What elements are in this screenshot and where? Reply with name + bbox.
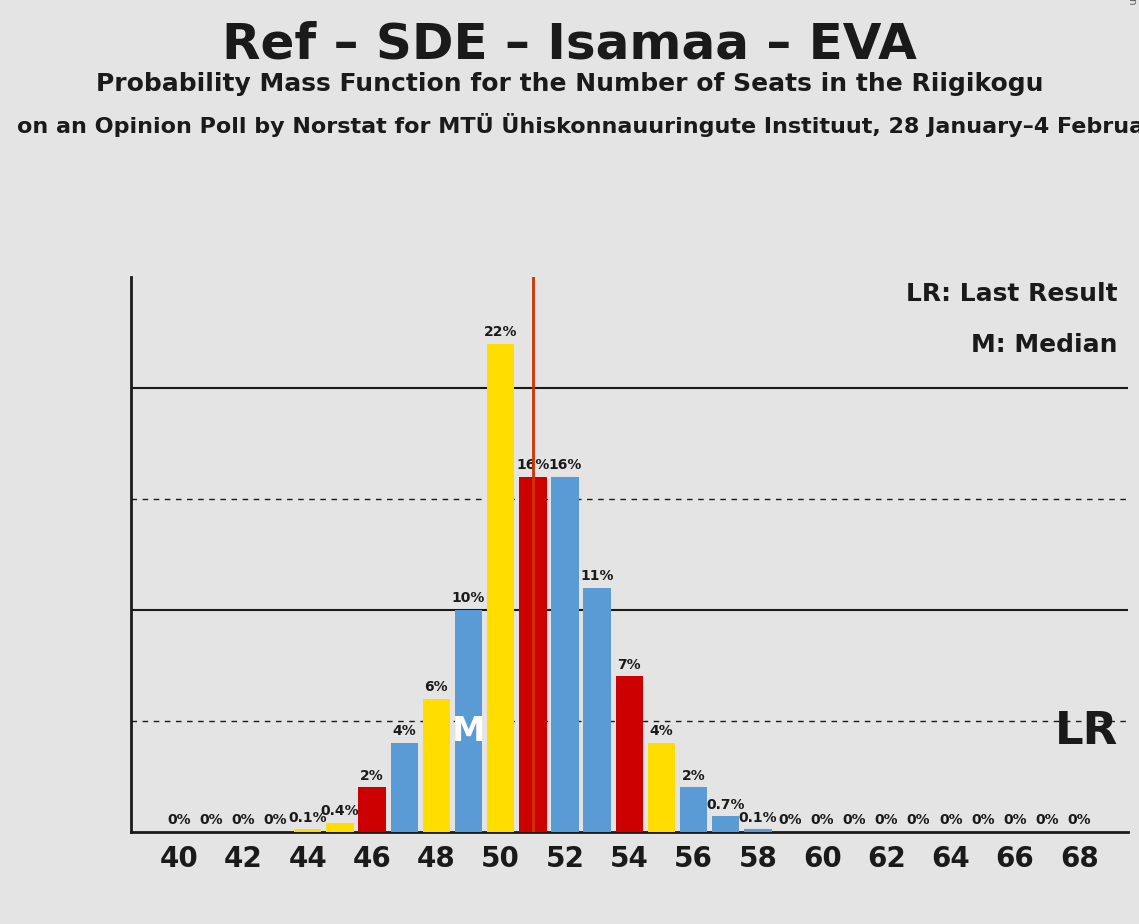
Text: 11%: 11% [581,569,614,583]
Text: 0%: 0% [199,813,223,827]
Bar [391,743,418,832]
Text: 0%: 0% [939,813,962,827]
Text: 0%: 0% [843,813,866,827]
Bar [648,743,675,832]
Text: 2%: 2% [360,769,384,783]
Text: 16%: 16% [516,458,549,472]
Text: 0.1%: 0.1% [288,811,327,825]
Text: 0%: 0% [1003,813,1027,827]
Bar [359,787,386,832]
Text: 0%: 0% [231,813,255,827]
Bar [712,816,739,832]
Text: 0.7%: 0.7% [706,797,745,811]
Text: Probability Mass Function for the Number of Seats in the Riigikogu: Probability Mass Function for the Number… [96,72,1043,96]
Text: LR: LR [1055,710,1118,753]
Text: on an Opinion Poll by Norstat for MTÜ Ühiskonnauuringute Instituut, 28 January–4: on an Opinion Poll by Norstat for MTÜ Üh… [17,113,1139,137]
Text: 0%: 0% [972,813,994,827]
Text: 0%: 0% [167,813,191,827]
Bar [423,699,450,832]
Text: 16%: 16% [548,458,582,472]
Text: 0%: 0% [1035,813,1059,827]
Text: 4%: 4% [649,724,673,738]
Text: © 2019 Filip van Laenen: © 2019 Filip van Laenen [1126,0,1137,5]
Text: 0%: 0% [810,813,834,827]
Bar [519,477,547,832]
Text: 0.4%: 0.4% [321,804,359,819]
Text: LR: Last Result: LR: Last Result [907,282,1118,306]
Text: 4%: 4% [392,724,416,738]
Text: 0%: 0% [1067,813,1091,827]
Bar [551,477,579,832]
Text: 0%: 0% [875,813,899,827]
Bar [680,787,707,832]
Bar [454,610,482,832]
Text: 10%: 10% [452,591,485,605]
Text: M: Median: M: Median [972,333,1118,357]
Bar [487,344,515,832]
Bar [294,830,321,832]
Bar [583,588,611,832]
Text: 0%: 0% [264,813,287,827]
Text: 22%: 22% [484,325,517,339]
Text: M: M [452,715,485,748]
Text: 2%: 2% [682,769,705,783]
Text: 7%: 7% [617,658,641,672]
Text: 0%: 0% [907,813,931,827]
Text: 0.1%: 0.1% [738,811,777,825]
Text: 6%: 6% [425,680,449,694]
Bar [326,822,353,832]
Bar [744,830,771,832]
Text: 0%: 0% [778,813,802,827]
Bar [616,676,642,832]
Text: Ref – SDE – Isamaa – EVA: Ref – SDE – Isamaa – EVA [222,20,917,68]
